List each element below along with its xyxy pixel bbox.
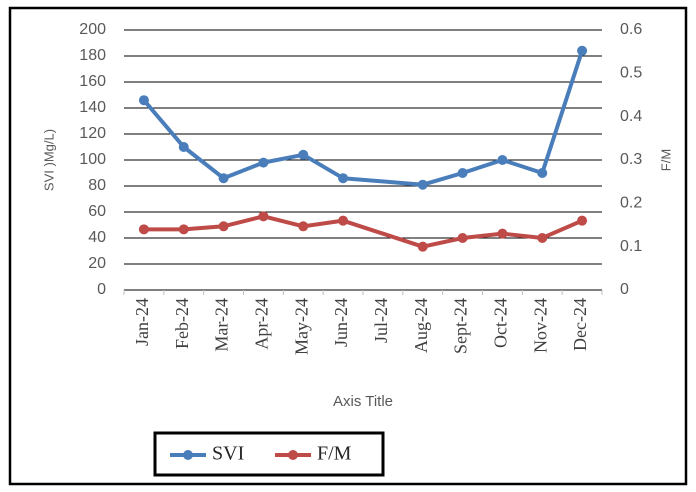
series-line bbox=[142, 98, 345, 181]
x-tick-label: Mar-24 bbox=[212, 298, 232, 352]
y2-tick-label: 0.1 bbox=[620, 238, 642, 255]
chart-border bbox=[8, 6, 688, 486]
legend-marker bbox=[183, 450, 193, 460]
series-line bbox=[143, 214, 344, 232]
y-axis-title: SVI )Mg/L) bbox=[41, 129, 56, 191]
point bbox=[178, 224, 189, 235]
point bbox=[138, 224, 149, 235]
y-tick-label: 80 bbox=[88, 177, 106, 194]
x-tick-label: Dec-24 bbox=[570, 298, 590, 351]
point bbox=[298, 149, 309, 160]
x-tick-label: Jan-24 bbox=[132, 298, 152, 346]
point bbox=[138, 95, 149, 106]
x-tick-label: Feb-24 bbox=[172, 298, 192, 349]
x-tick-label: Jul-24 bbox=[371, 298, 391, 343]
y2-tick-label: 0 bbox=[620, 281, 629, 298]
y-tick-label: 40 bbox=[88, 229, 106, 246]
y-tick-label: 20 bbox=[88, 255, 106, 272]
y-tick-label: 180 bbox=[79, 47, 106, 64]
y2-tick-label: 0.3 bbox=[620, 151, 642, 168]
x-tick-label: Oct-24 bbox=[491, 298, 511, 348]
point bbox=[417, 241, 428, 252]
point bbox=[258, 211, 269, 222]
point bbox=[497, 228, 508, 239]
point bbox=[577, 215, 588, 226]
y2-tick-label: 0.2 bbox=[620, 195, 642, 212]
y-tick-label: 120 bbox=[79, 125, 106, 142]
y-tick-label: 60 bbox=[88, 203, 106, 220]
x-tick-label: Sept-24 bbox=[451, 298, 471, 354]
y2-tick-label: 0.4 bbox=[620, 108, 642, 125]
x-tick-label: Apr-24 bbox=[252, 298, 272, 350]
y-tick-label: 0 bbox=[97, 281, 106, 298]
point bbox=[577, 45, 588, 56]
point bbox=[218, 173, 229, 184]
legend-label: F/M bbox=[317, 443, 352, 465]
gap-connector bbox=[342, 176, 423, 187]
x-tick-label: Nov-24 bbox=[530, 298, 550, 353]
y2-tick-label: 0.6 bbox=[620, 21, 642, 38]
x-tick-label: May-24 bbox=[291, 298, 311, 355]
y-tick-label: 160 bbox=[79, 73, 106, 90]
x-tick-label: Jun-24 bbox=[331, 298, 351, 347]
point bbox=[178, 142, 189, 152]
point bbox=[537, 168, 548, 178]
y-tick-label: 200 bbox=[79, 21, 106, 38]
gap-connector bbox=[342, 218, 424, 249]
point bbox=[338, 215, 349, 226]
x-tick-label: Aug-24 bbox=[411, 298, 431, 353]
point bbox=[218, 221, 229, 232]
point bbox=[497, 155, 508, 165]
point bbox=[338, 173, 349, 184]
point bbox=[298, 221, 309, 232]
y2-axis-title: F/M bbox=[658, 149, 673, 171]
y-tick-label: 140 bbox=[79, 99, 106, 116]
point bbox=[457, 168, 468, 178]
point bbox=[537, 233, 548, 243]
point bbox=[417, 179, 428, 190]
legend-marker bbox=[288, 450, 298, 460]
y-tick-label: 100 bbox=[79, 151, 106, 168]
x-axis-title: Axis Title bbox=[333, 393, 393, 410]
point bbox=[258, 157, 269, 168]
point bbox=[457, 233, 468, 243]
legend-label: SVI bbox=[212, 443, 244, 465]
y2-tick-label: 0.5 bbox=[620, 65, 642, 82]
